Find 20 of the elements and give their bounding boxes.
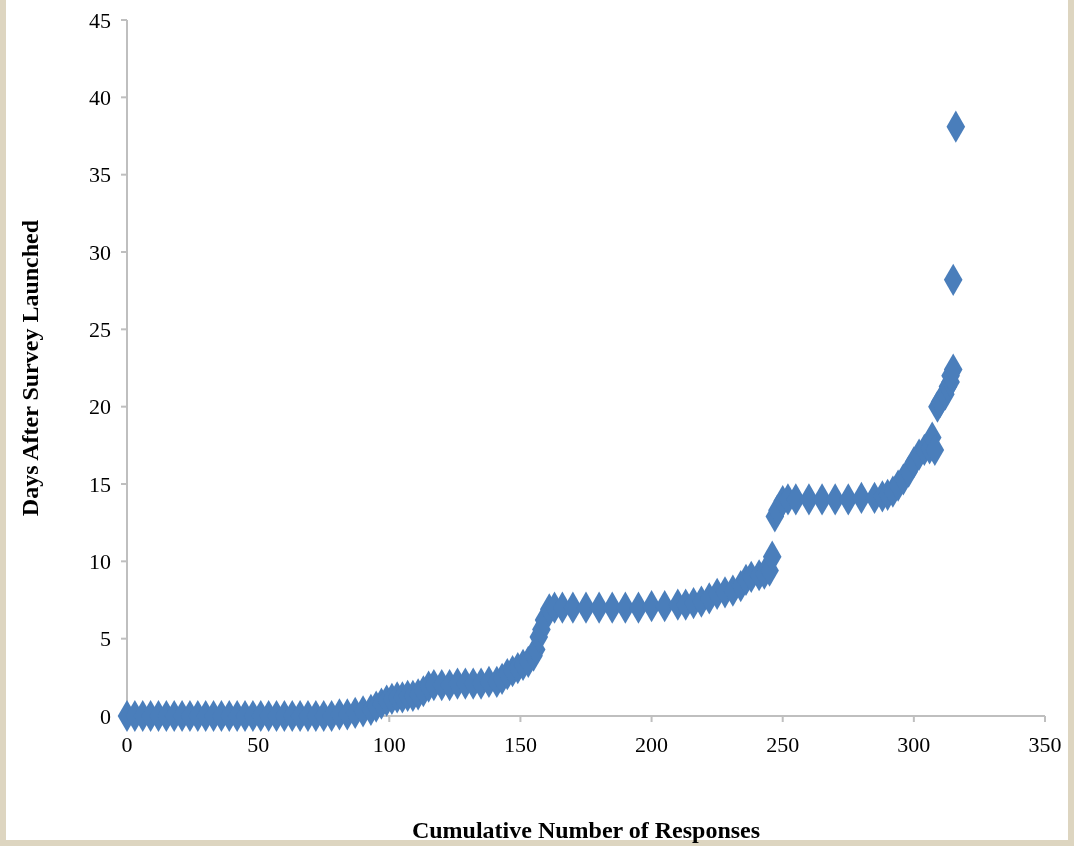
y-tick-label: 35	[89, 162, 111, 188]
x-tick-label: 0	[121, 732, 133, 757]
y-tick-label: 20	[89, 394, 111, 420]
y-tick-label: 10	[89, 549, 111, 575]
y-tick-label: 30	[89, 239, 111, 265]
x-tick-label: 250	[766, 732, 800, 757]
x-tick-label: 100	[372, 732, 406, 757]
x-tick-label: 150	[503, 732, 537, 757]
y-axis-title: Days After Survey Launched	[17, 219, 43, 517]
y-tick-label: 40	[89, 85, 111, 111]
y-tick-label: 0	[100, 703, 111, 729]
y-tick-label: 15	[89, 471, 111, 497]
x-tick-label: 300	[897, 732, 931, 757]
x-tick-label: 50	[247, 732, 270, 757]
x-tick-label: 200	[635, 732, 669, 757]
y-tick-label: 5	[100, 626, 111, 652]
y-tick-label: 45	[89, 7, 111, 33]
x-axis-title: Cumulative Number of Responses	[411, 817, 761, 843]
y-tick-label: 25	[89, 317, 111, 343]
x-tick-label: 350	[1028, 732, 1062, 757]
